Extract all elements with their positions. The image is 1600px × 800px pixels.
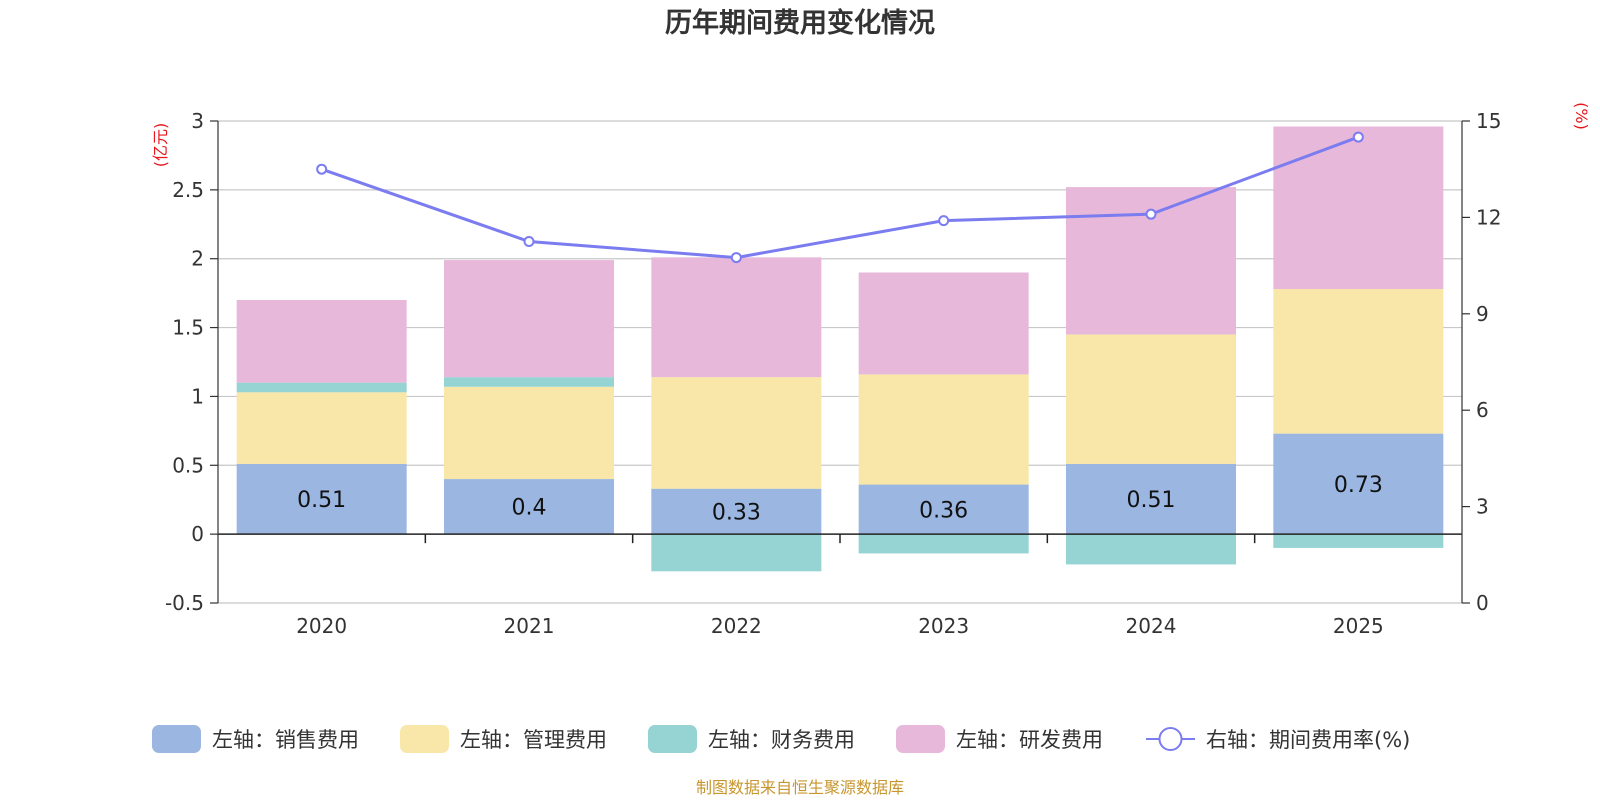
bar-segment bbox=[651, 488, 822, 535]
x-axis-tick-label: 2022 bbox=[711, 614, 762, 638]
x-axis-tick-label: 2020 bbox=[296, 614, 347, 638]
legend-point-swatch bbox=[1158, 727, 1183, 751]
rate-point bbox=[1352, 131, 1364, 143]
rate-line bbox=[321, 135, 1359, 260]
bar-segment bbox=[1066, 463, 1236, 535]
rate-point bbox=[523, 236, 535, 247]
left-axis-tick-label: 0.5 bbox=[172, 453, 204, 477]
left-axis-tick-label: 2 bbox=[191, 247, 204, 271]
x-axis-tick-label: 2025 bbox=[1333, 614, 1384, 638]
right-axis-tick-label: 6 bbox=[1476, 398, 1489, 422]
right-axis-tick-label: 0 bbox=[1476, 591, 1489, 615]
right-axis-tick-label: 12 bbox=[1476, 205, 1501, 229]
data-label: 0.73 bbox=[1334, 473, 1383, 498]
left-axis: 3 2.5 2 1.5 1 0.5 0 -0.5 bbox=[165, 109, 219, 615]
bar-segment bbox=[1273, 126, 1444, 290]
left-axis-unit: (亿元) bbox=[151, 123, 170, 168]
bar-segment bbox=[236, 300, 407, 383]
rate-point bbox=[938, 215, 950, 227]
left-axis-tick-label: 0 bbox=[191, 522, 204, 546]
x-axis-tick-label: 2021 bbox=[504, 614, 555, 638]
data-label: 0.4 bbox=[512, 496, 547, 521]
rate-line-layer bbox=[316, 131, 1364, 264]
data-label: 0.51 bbox=[297, 488, 346, 513]
data-label: 0.33 bbox=[712, 500, 761, 525]
legend-swatch bbox=[648, 725, 697, 753]
legend-label: 左轴：销售费用 bbox=[212, 728, 359, 752]
bar-segment bbox=[1066, 534, 1236, 565]
legend-label: 右轴：期间费用率(%) bbox=[1206, 728, 1410, 752]
bar-segment bbox=[444, 479, 614, 535]
x-axis-tick-label: 2023 bbox=[918, 614, 969, 638]
bar-segment bbox=[858, 484, 1029, 535]
right-axis-tick-label: 9 bbox=[1476, 302, 1489, 326]
bar-segment bbox=[236, 463, 407, 535]
bar-segment bbox=[444, 377, 614, 387]
zero-axis bbox=[218, 533, 1462, 544]
left-axis-tick-label: 2.5 bbox=[172, 178, 204, 202]
left-axis-tick-label: 1.5 bbox=[172, 316, 204, 340]
source-note: 制图数据来自恒生聚源数据库 bbox=[696, 778, 904, 797]
bar-segment bbox=[858, 272, 1029, 375]
bar-segment bbox=[1273, 289, 1444, 434]
right-axis: 15 12 9 6 3 0 bbox=[1461, 109, 1501, 615]
legend-swatch bbox=[152, 725, 201, 753]
bar-segment bbox=[651, 257, 822, 378]
bar-segment bbox=[444, 386, 614, 480]
left-axis-tick-label: 1 bbox=[191, 384, 204, 408]
rate-point bbox=[730, 252, 742, 264]
data-label: 0.36 bbox=[919, 498, 968, 523]
bars-layer bbox=[236, 126, 1444, 572]
bar-segment bbox=[858, 374, 1029, 485]
legend-label: 左轴：研发费用 bbox=[956, 728, 1103, 752]
bar-segment bbox=[651, 534, 822, 572]
gridlines bbox=[218, 120, 1462, 604]
left-axis-tick-label: -0.5 bbox=[165, 591, 204, 615]
bar-segment bbox=[1273, 433, 1444, 535]
right-axis-unit: (%) bbox=[1572, 102, 1591, 130]
bar-segment bbox=[444, 260, 614, 378]
data-labels-layer: 0.51 0.4 0.33 0.36 0.51 0.73 bbox=[297, 473, 1383, 526]
bar-segment bbox=[236, 382, 407, 393]
rate-point bbox=[1145, 208, 1157, 220]
bar-segment bbox=[236, 392, 407, 464]
x-axis: 2020 2021 2022 2023 2024 2025 bbox=[296, 614, 1384, 638]
chart-title: 历年期间费用变化情况 bbox=[665, 7, 935, 39]
rate-point bbox=[316, 163, 328, 175]
right-axis-tick-label: 3 bbox=[1476, 495, 1489, 519]
x-axis-tick-label: 2024 bbox=[1126, 614, 1177, 638]
bar-segment bbox=[1273, 534, 1444, 548]
legend: 左轴：销售费用 左轴：管理费用 左轴：财务费用 左轴：研发费用 右轴：期间费用率(%) bbox=[152, 725, 1410, 753]
data-label: 0.51 bbox=[1127, 488, 1176, 513]
bar-segment bbox=[858, 534, 1029, 554]
legend-swatch bbox=[400, 725, 449, 753]
bar-segment bbox=[651, 377, 822, 489]
legend-swatch bbox=[896, 725, 945, 753]
right-axis-tick-label: 15 bbox=[1476, 109, 1501, 133]
left-axis-tick-label: 3 bbox=[191, 109, 204, 133]
legend-label: 左轴：财务费用 bbox=[708, 728, 855, 752]
bar-segment bbox=[1066, 334, 1236, 464]
legend-label: 左轴：管理费用 bbox=[460, 728, 607, 752]
